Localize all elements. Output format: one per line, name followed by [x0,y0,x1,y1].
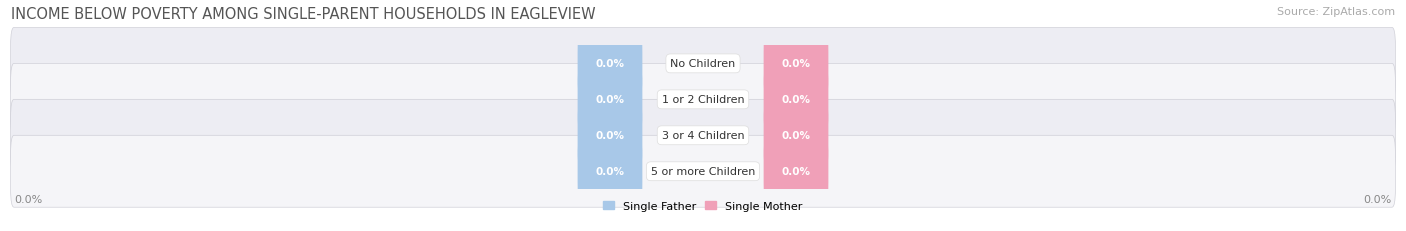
Text: 1 or 2 Children: 1 or 2 Children [662,95,744,105]
FancyBboxPatch shape [11,64,1395,136]
Text: 0.0%: 0.0% [782,95,810,105]
Text: 0.0%: 0.0% [596,167,624,176]
FancyBboxPatch shape [578,10,643,118]
Text: 5 or more Children: 5 or more Children [651,167,755,176]
Text: 0.0%: 0.0% [596,95,624,105]
Text: 0.0%: 0.0% [596,59,624,69]
FancyBboxPatch shape [11,136,1395,207]
Text: No Children: No Children [671,59,735,69]
FancyBboxPatch shape [11,28,1395,100]
Text: 3 or 4 Children: 3 or 4 Children [662,131,744,141]
FancyBboxPatch shape [578,118,643,225]
FancyBboxPatch shape [578,46,643,154]
FancyBboxPatch shape [11,100,1395,171]
Text: 0.0%: 0.0% [782,167,810,176]
FancyBboxPatch shape [578,82,643,189]
Text: 0.0%: 0.0% [1364,194,1392,204]
Text: 0.0%: 0.0% [596,131,624,141]
FancyBboxPatch shape [763,10,828,118]
Text: 0.0%: 0.0% [782,59,810,69]
Legend: Single Father, Single Mother: Single Father, Single Mother [599,197,807,215]
FancyBboxPatch shape [763,82,828,189]
FancyBboxPatch shape [763,46,828,154]
Text: 0.0%: 0.0% [782,131,810,141]
Text: 0.0%: 0.0% [14,194,42,204]
Text: Source: ZipAtlas.com: Source: ZipAtlas.com [1277,7,1395,17]
FancyBboxPatch shape [763,118,828,225]
Text: INCOME BELOW POVERTY AMONG SINGLE-PARENT HOUSEHOLDS IN EAGLEVIEW: INCOME BELOW POVERTY AMONG SINGLE-PARENT… [11,7,596,22]
